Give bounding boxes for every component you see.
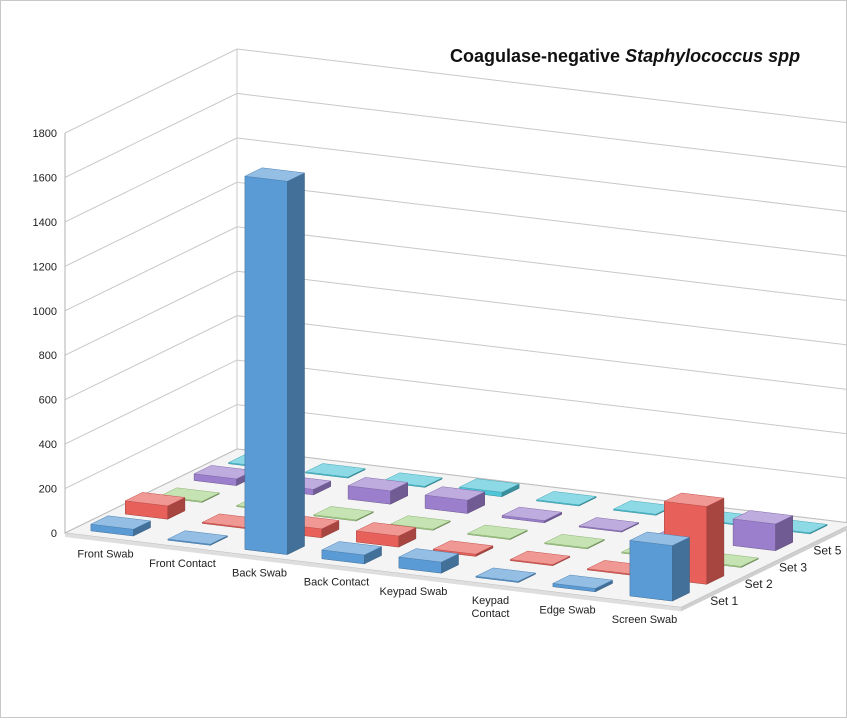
bar-side (287, 172, 305, 556)
bar (509, 550, 571, 567)
bar-side (672, 536, 690, 602)
bar-top (355, 522, 417, 537)
bar-top (244, 167, 306, 182)
bar (552, 574, 614, 593)
category-axis: Front Swab Front Contact Back Swab Back Con… (77, 549, 677, 626)
bar-front (732, 518, 776, 551)
y-tick-label: 200 (39, 484, 57, 496)
bar-top (458, 478, 520, 493)
bar-front (629, 540, 673, 602)
bar (355, 522, 417, 548)
bar-top (535, 491, 597, 506)
bar (732, 510, 794, 552)
floor-edge (65, 533, 681, 612)
bar (124, 492, 186, 520)
bar-top (501, 506, 563, 521)
bar (90, 515, 152, 537)
y-tick-label: 0 (51, 528, 57, 540)
series-label: Set 2 (745, 577, 773, 591)
bar-top (663, 492, 725, 507)
bar (424, 486, 486, 514)
chart-walls (64, 48, 847, 534)
bar-top (312, 506, 375, 521)
y-tick-label: 600 (39, 395, 57, 407)
bar-top (424, 486, 486, 501)
y-tick-label: 1800 (33, 128, 57, 140)
bar-top (509, 550, 571, 565)
bar-top (578, 517, 640, 532)
category-label: Keypad Contact (472, 595, 510, 620)
bar-top (432, 540, 494, 555)
bar-top (543, 534, 606, 549)
y-tick-label: 1000 (33, 306, 57, 318)
bar-top (398, 548, 460, 563)
bar (432, 540, 494, 557)
y-axis: 0 200 400 600 800 1000 1200 1400 1600 1800 (33, 128, 57, 540)
series-label: Set 5 (813, 544, 841, 558)
category-label: Edge Swab (539, 604, 595, 616)
bar (535, 491, 597, 507)
y-tick-label: 1600 (33, 172, 57, 184)
bar-top (466, 524, 529, 539)
bar (578, 517, 640, 533)
bars (90, 167, 828, 602)
category-label: Front Swab (77, 549, 133, 561)
bar (458, 478, 520, 498)
bar-front (244, 175, 288, 555)
y-tick-label: 400 (39, 439, 57, 451)
bar (398, 548, 460, 574)
category-label: Back Contact (304, 577, 369, 589)
bar-top (304, 463, 366, 478)
series-label: Set 3 (779, 560, 807, 574)
bar (466, 524, 529, 541)
category-label: Keypad Swab (380, 586, 448, 598)
bar (167, 530, 229, 546)
bar (501, 506, 563, 524)
bar (629, 531, 691, 602)
bar-top (389, 515, 452, 530)
bar (304, 463, 366, 479)
y-tick-label: 1400 (33, 217, 57, 229)
bar-top (475, 567, 537, 582)
category-label: Back Swab (232, 567, 287, 579)
y-tick-label: 800 (39, 350, 57, 362)
category-label: Screen Swab (612, 614, 677, 626)
bar (312, 506, 375, 522)
bar-top (167, 530, 229, 545)
category-label: Front Contact (149, 558, 216, 570)
bar-top (90, 515, 152, 530)
bar (347, 477, 409, 505)
bar (244, 167, 306, 556)
series-label: Set 1 (710, 594, 738, 608)
bar (543, 534, 606, 550)
y-tick-label: 1200 (33, 261, 57, 273)
bar-top (347, 477, 409, 492)
bar-top (552, 574, 614, 589)
bar-top (629, 531, 691, 546)
bar-top (732, 510, 794, 525)
bar-top (321, 541, 383, 556)
bar-top (124, 492, 186, 507)
bar (321, 541, 383, 565)
chart-title: Coagulase-negative Staphylococcus spp (450, 46, 800, 66)
floor-edge-side (681, 526, 847, 612)
bar-side (706, 497, 725, 585)
bar (475, 567, 537, 583)
